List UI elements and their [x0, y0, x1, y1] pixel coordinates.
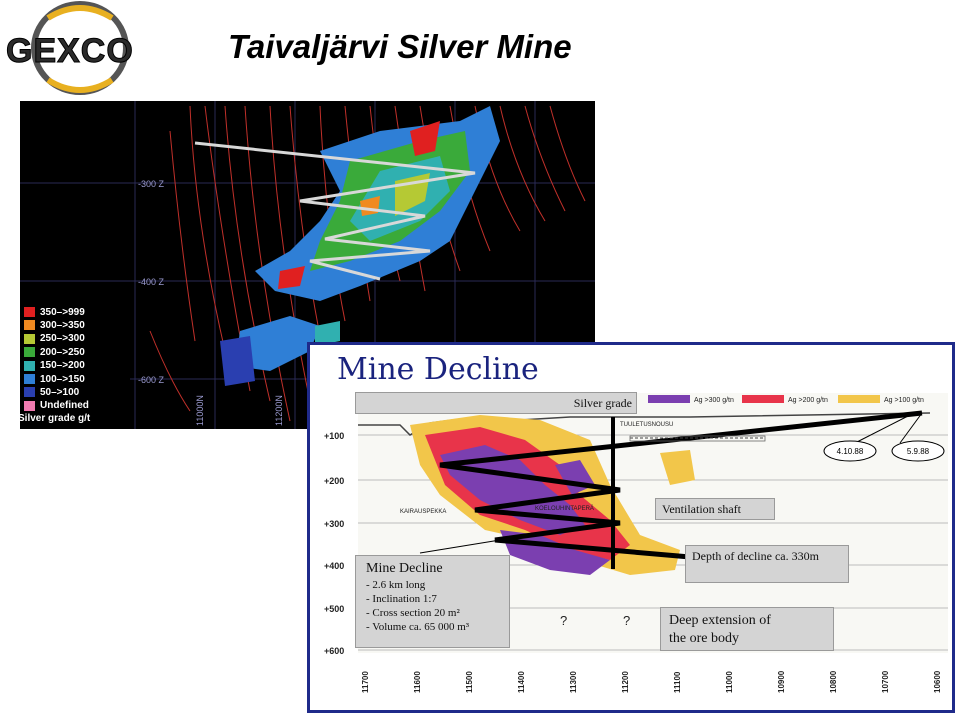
question-mark: ?: [560, 613, 567, 628]
coord-label: 11000N: [195, 395, 205, 426]
logo-text: GEXCO: [6, 32, 134, 71]
silver-grade-label: Silver grade: [573, 396, 632, 410]
decline-box-line: - Cross section 20 m²: [366, 607, 460, 619]
legend-label: 300–>350: [40, 319, 85, 331]
x-tick: 11700: [361, 671, 370, 693]
legend-swatch: [24, 387, 35, 398]
x-tick: 11600: [413, 671, 422, 693]
decline-box-line: - 2.6 km long: [366, 579, 426, 591]
x-tick: 11100: [673, 671, 682, 693]
x-tick: 11200: [621, 671, 630, 693]
depth-label: -300 Z: [138, 179, 165, 189]
legend-label: 100–>150: [40, 373, 85, 385]
depth-note: Depth of decline ca. 330m: [692, 549, 819, 563]
silver-grade-legend: 350–>999 300–>350 250–>300 200–>250 150–>200…: [20, 300, 130, 428]
depth-tick: +400: [324, 561, 344, 571]
extension-note-line: Deep extension of: [669, 613, 771, 628]
ventilation-shaft-label: Ventilation shaft: [662, 502, 741, 516]
decline-box-line: - Inclination 1:7: [366, 593, 437, 605]
mine-decline-title: Mine Decline: [337, 352, 539, 387]
legend-label: 350–>999: [40, 306, 85, 318]
depth-tick: +300: [324, 519, 344, 529]
gexco-logo: GEXCO: [0, 0, 160, 95]
date-label: 4.10.88: [837, 447, 864, 456]
mine-decline-info-box: Mine Decline - 2.6 km long - Inclination…: [355, 555, 510, 648]
x-tick: 10900: [777, 670, 786, 693]
decline-box-line: - Volume ca. 65 000 m³: [366, 621, 470, 633]
decline-box-heading: Mine Decline: [366, 561, 443, 576]
place-label: KAIRAUSPEKKA: [400, 509, 446, 515]
legend-row: 100–>150: [24, 373, 85, 385]
grade-legend-label: Ag >100 g/tn: [884, 397, 924, 404]
x-tick: 10700: [881, 670, 890, 693]
legend-swatch: [24, 360, 35, 371]
legend-row: 150–>200: [24, 360, 85, 372]
legend-label: 200–>250: [40, 346, 85, 358]
legend-swatch: [24, 307, 35, 317]
extension-note-line: the ore body: [669, 631, 739, 646]
x-tick: 11400: [517, 671, 526, 693]
grade-legend-label: Ag >200 g/tn: [788, 397, 828, 404]
page-title: Taivaljärvi Silver Mine: [228, 28, 572, 65]
x-tick: 11300: [569, 671, 578, 693]
legend-swatch: [24, 374, 35, 384]
legend-row: 300–>350: [24, 319, 85, 331]
x-tick: 10800: [829, 670, 838, 693]
legend-label: Undefined: [40, 400, 89, 412]
legend-row: Undefined: [24, 400, 89, 412]
depth-tick: +200: [324, 476, 344, 486]
ventilation-shaft-box: Ventilation shaft: [655, 498, 775, 520]
place-label: TUULETUSNOUSU: [620, 422, 673, 428]
deep-extension-box: Deep extension of the ore body: [660, 607, 834, 651]
legend-row: 350–>999: [24, 306, 85, 318]
x-tick: 11500: [465, 671, 474, 693]
grade-swatch: [742, 395, 784, 403]
legend-row: 250–>300: [24, 333, 85, 345]
date-label: 5.9.88: [907, 447, 930, 456]
legend-label: 150–>200: [40, 360, 85, 372]
coord-label: 11200N: [274, 395, 284, 426]
legend-swatch: [24, 400, 35, 411]
depth-note-box: Depth of decline ca. 330m: [685, 545, 849, 583]
ore-body-plan-graphic: -300 Z -400 Z -600 Z 11000N 11200N: [20, 101, 595, 429]
silver-grade-label-box: Silver grade: [355, 392, 637, 414]
legend-label: 250–>300: [40, 333, 85, 345]
grade-swatch: [838, 395, 880, 403]
legend-row: 50–>100: [24, 386, 79, 398]
depth-label: -400 Z: [138, 277, 165, 287]
legend-row: 200–>250: [24, 346, 85, 358]
mine-decline-section: Ag >300 g/tn Ag >200 g/tn Ag >100 g/tn T…: [310, 345, 952, 710]
depth-tick: +100: [324, 431, 344, 441]
gexco-logo-icon: [31, 1, 129, 95]
question-mark: ?: [623, 613, 630, 628]
grade-legend-label: Ag >300 g/tn: [694, 397, 734, 404]
x-tick: 11000: [725, 671, 734, 693]
depth-tick: +500: [324, 604, 344, 614]
legend-label: 50–>100: [40, 386, 80, 398]
legend-caption: Silver grade g/t: [18, 413, 91, 424]
place-label: KOELOUHINTAPERÄ: [535, 505, 594, 512]
depth-tick: +600: [324, 646, 344, 656]
legend-swatch: [24, 333, 35, 344]
grade-swatch: [648, 395, 690, 403]
depth-label: -600 Z: [138, 375, 165, 385]
x-tick: 10600: [933, 670, 942, 693]
legend-swatch: [24, 347, 35, 358]
legend-swatch: [24, 320, 35, 331]
